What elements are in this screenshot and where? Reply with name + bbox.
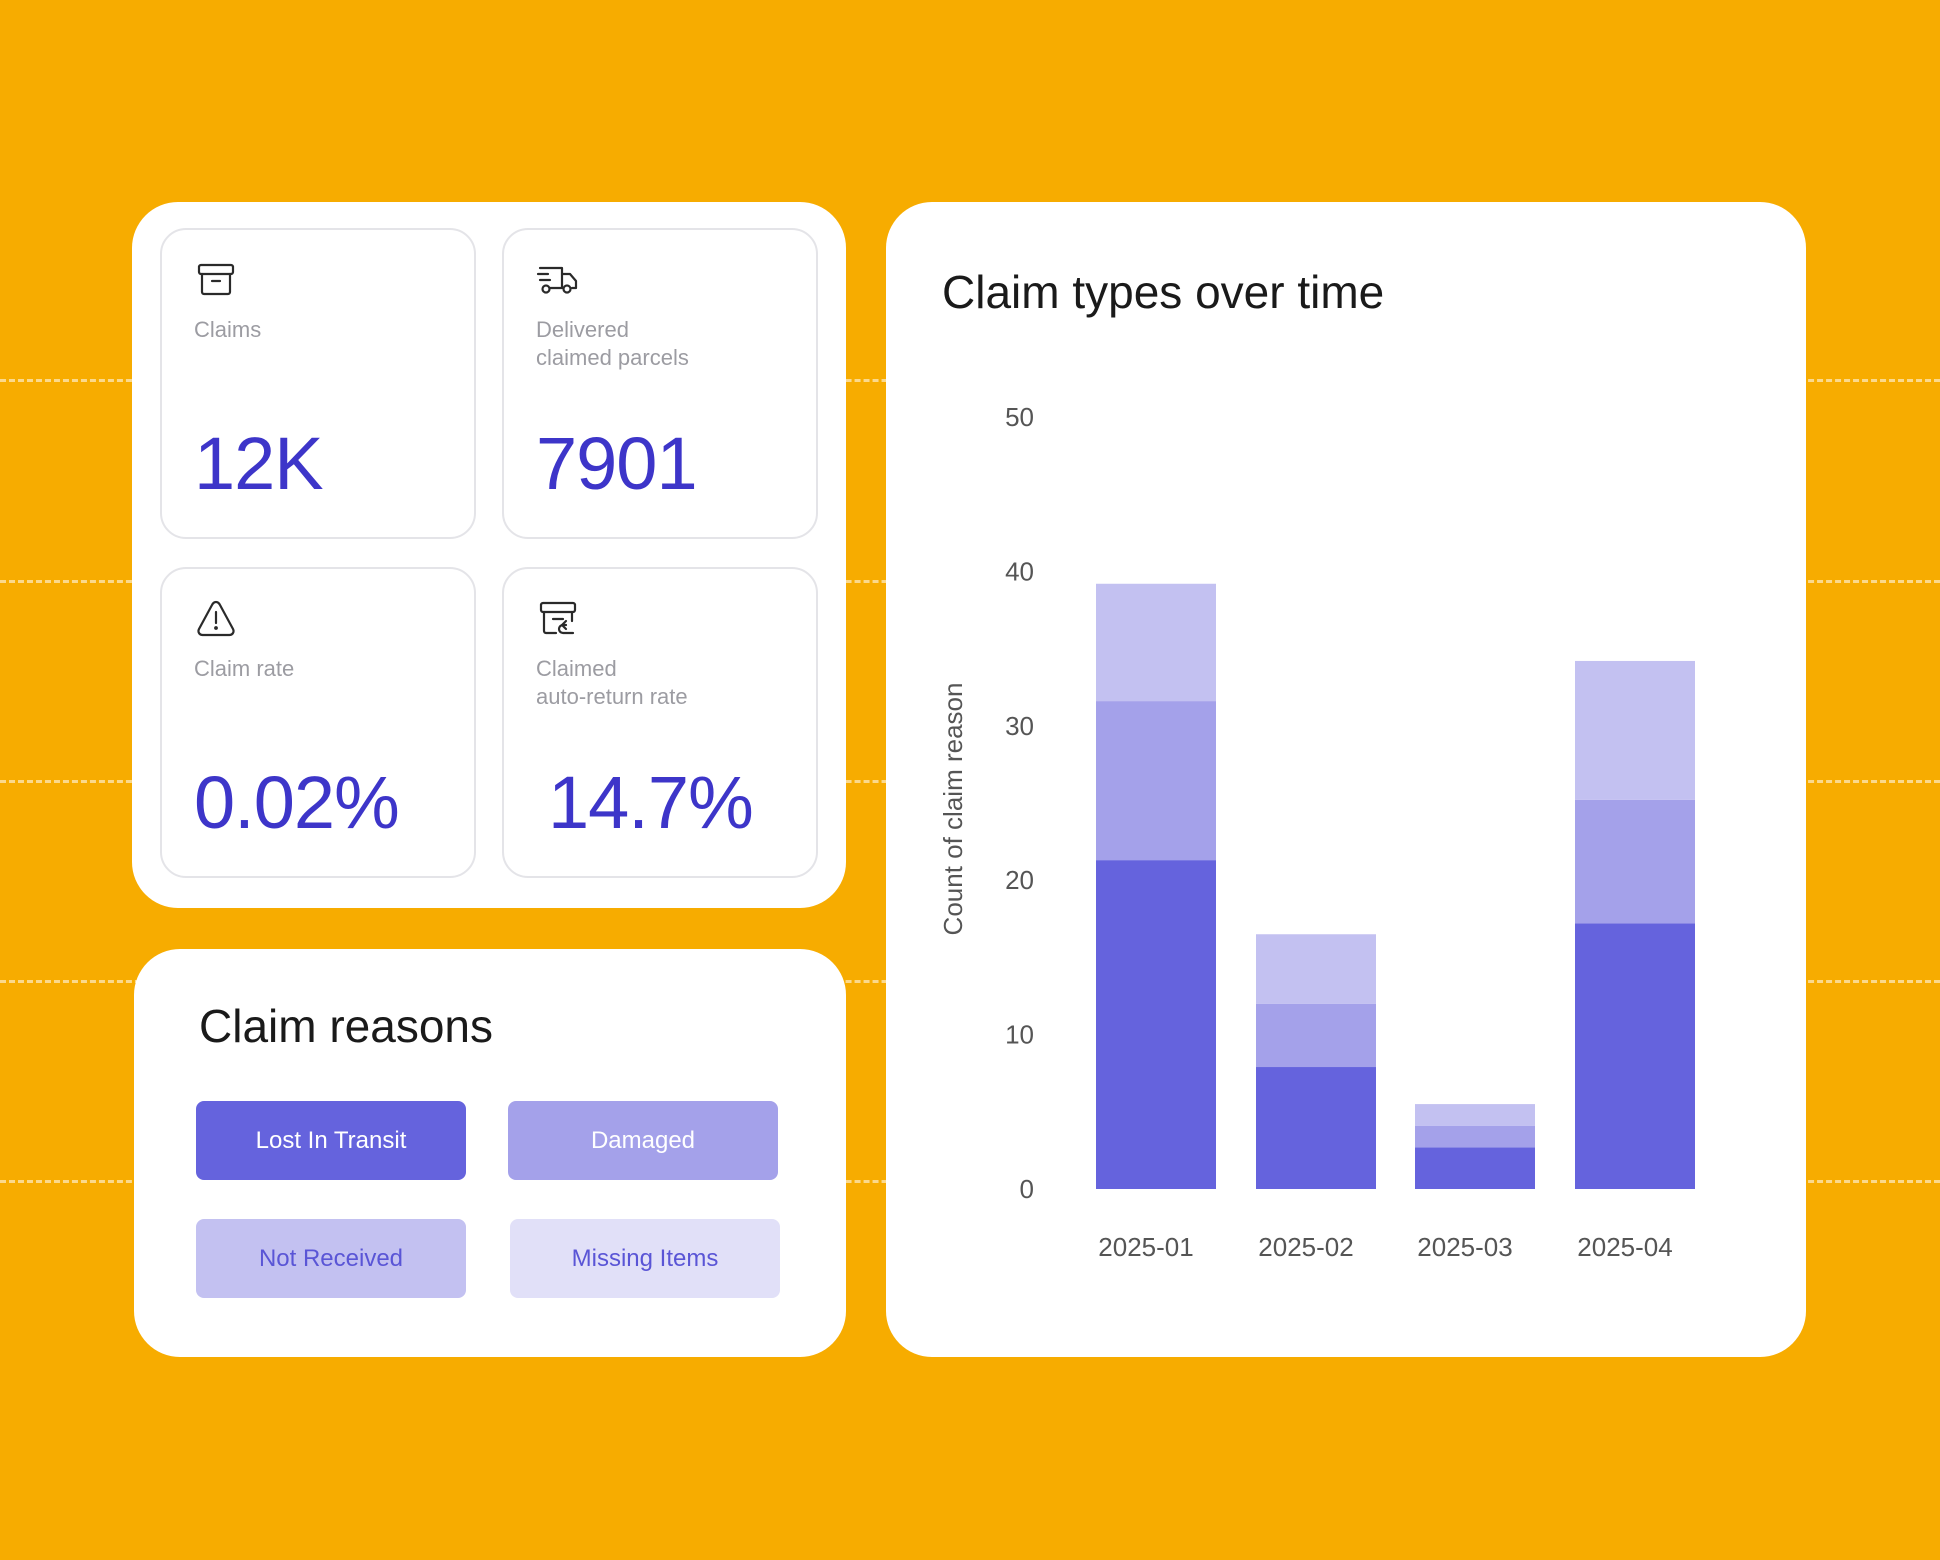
kpi-value: 0.02% bbox=[194, 761, 400, 844]
kpi-panel: Claims 12K Delivered claimed parcels 790… bbox=[132, 202, 846, 908]
delivery-truck-icon bbox=[536, 266, 578, 294]
y-tick-label: 10 bbox=[1005, 1020, 1034, 1050]
claim-reasons-title: Claim reasons bbox=[199, 1000, 493, 1052]
kpi-card-delivered[interactable]: Delivered claimed parcels 7901 bbox=[502, 228, 818, 539]
x-tick-label: 2025-03 bbox=[1417, 1232, 1512, 1262]
x-tick-label: 2025-01 bbox=[1098, 1232, 1193, 1262]
kpi-value: 12K bbox=[194, 422, 324, 505]
kpi-value: 7901 bbox=[536, 422, 698, 505]
bar-segment[interactable] bbox=[1096, 583, 1216, 702]
bar-segment[interactable] bbox=[1415, 1125, 1535, 1148]
reason-not-received-button[interactable]: Not Received bbox=[196, 1219, 466, 1298]
kpi-label: Claims bbox=[194, 317, 262, 342]
y-tick-label: 0 bbox=[1020, 1174, 1034, 1204]
y-tick-label: 20 bbox=[1005, 865, 1034, 895]
bar-segment[interactable] bbox=[1415, 1147, 1535, 1189]
warning-triangle-icon bbox=[197, 600, 235, 637]
bar-segment[interactable] bbox=[1256, 934, 1376, 1004]
reason-lost-in-transit-button[interactable]: Lost In Transit bbox=[196, 1101, 466, 1180]
return-box-icon bbox=[539, 601, 577, 635]
kpi-value: 14.7% bbox=[548, 761, 754, 844]
stacked-bar-chart: 0 10 20 30 40 50 Count of claim reason 2025-01 2… bbox=[938, 402, 1695, 1262]
y-tick-label: 50 bbox=[1005, 402, 1034, 432]
claim-types-chart-panel: Claim types over time 0 10 20 30 40 50 Count o… bbox=[886, 202, 1806, 1357]
bar-segment[interactable] bbox=[1575, 799, 1695, 924]
kpi-label: Claimed auto-return rate bbox=[536, 656, 688, 709]
kpi-card-auto-return[interactable]: Claimed auto-return rate 14.7% bbox=[502, 567, 818, 878]
y-axis-title: Count of claim reason bbox=[938, 683, 968, 936]
bar-segment[interactable] bbox=[1575, 923, 1695, 1189]
reason-missing-items-button[interactable]: Missing Items bbox=[510, 1219, 780, 1298]
kpi-card-claims[interactable]: Claims 12K bbox=[160, 228, 476, 539]
chart-title: Claim types over time bbox=[942, 266, 1385, 318]
kpi-label: Delivered claimed parcels bbox=[536, 317, 689, 370]
x-tick-label: 2025-02 bbox=[1258, 1232, 1353, 1262]
y-tick-label: 40 bbox=[1005, 556, 1034, 586]
kpi-label: Claim rate bbox=[194, 656, 295, 681]
reason-damaged-button[interactable]: Damaged bbox=[508, 1101, 778, 1180]
claim-reasons-panel: Claim reasons Lost In Transit Damaged Not … bbox=[134, 949, 846, 1357]
bar-segment[interactable] bbox=[1096, 860, 1216, 1189]
kpi-card-claim-rate[interactable]: Claim rate 0.02% bbox=[160, 567, 476, 878]
y-tick-label: 30 bbox=[1005, 711, 1034, 741]
x-tick-label: 2025-04 bbox=[1577, 1232, 1672, 1262]
bar-segment[interactable] bbox=[1575, 660, 1695, 800]
bar-segment[interactable] bbox=[1096, 701, 1216, 861]
archive-box-icon bbox=[197, 263, 235, 296]
bar-segment[interactable] bbox=[1256, 1067, 1376, 1189]
bar-segment[interactable] bbox=[1415, 1104, 1535, 1126]
bar-segment[interactable] bbox=[1256, 1003, 1376, 1068]
